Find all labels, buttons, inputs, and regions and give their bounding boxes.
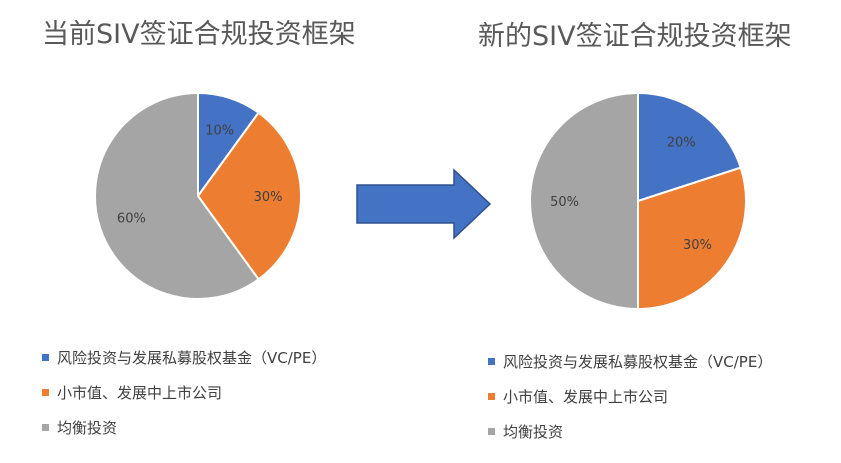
legend-item-vcpe: 风险投资与发展私募股权基金（VC/PE） xyxy=(42,340,326,375)
right-chart-title: 新的SIV签证合规投资框架 xyxy=(478,21,792,52)
left-chart-title: 当前SIV签证合规投资框架 xyxy=(42,19,356,50)
legend-label: 小市值、发展中上市公司 xyxy=(503,388,669,406)
legend-label: 均衡投资 xyxy=(503,423,564,441)
pie-slice-smallcap xyxy=(637,166,747,311)
legend-item-balanced: 均衡投资 xyxy=(42,410,326,445)
pie-slice-vcpe xyxy=(637,91,742,203)
slice-label-vcpe: 20% xyxy=(667,136,696,151)
legend-item-smallcap: 小市值、发展中上市公司 xyxy=(488,379,772,414)
legend-swatch xyxy=(42,354,49,361)
legend-swatch xyxy=(488,358,495,365)
pie-slice-smallcap xyxy=(196,111,302,281)
left-pie-chart: 10% 30% 60% xyxy=(94,91,302,300)
legend-label: 小市值、发展中上市公司 xyxy=(57,384,223,402)
left-legend: 风险投资与发展私募股权基金（VC/PE） 小市值、发展中上市公司 均衡投资 xyxy=(42,340,326,445)
right-legend: 风险投资与发展私募股权基金（VC/PE） 小市值、发展中上市公司 均衡投资 xyxy=(488,344,772,449)
legend-label: 风险投资与发展私募股权基金（VC/PE） xyxy=(503,353,773,371)
slice-label-smallcap: 30% xyxy=(254,190,283,205)
legend-swatch xyxy=(488,428,495,435)
pie-slice-balanced xyxy=(529,91,639,311)
pie-slice-balanced xyxy=(94,91,260,300)
legend-label: 风险投资与发展私募股权基金（VC/PE） xyxy=(57,349,327,367)
slice-label-vcpe: 10% xyxy=(205,123,234,138)
legend-item-smallcap: 小市值、发展中上市公司 xyxy=(42,375,326,410)
slice-label-smallcap: 30% xyxy=(683,238,712,253)
right-arrow-icon xyxy=(356,168,492,240)
legend-swatch xyxy=(42,389,49,396)
slice-label-balanced: 50% xyxy=(550,195,579,210)
right-pie-chart: 20% 30% 50% xyxy=(529,91,747,311)
slice-label-balanced: 60% xyxy=(117,212,146,227)
legend-label: 均衡投资 xyxy=(57,419,118,437)
legend-swatch xyxy=(488,393,495,400)
legend-swatch xyxy=(42,424,49,431)
legend-item-vcpe: 风险投资与发展私募股权基金（VC/PE） xyxy=(488,344,772,379)
legend-item-balanced: 均衡投资 xyxy=(488,414,772,449)
